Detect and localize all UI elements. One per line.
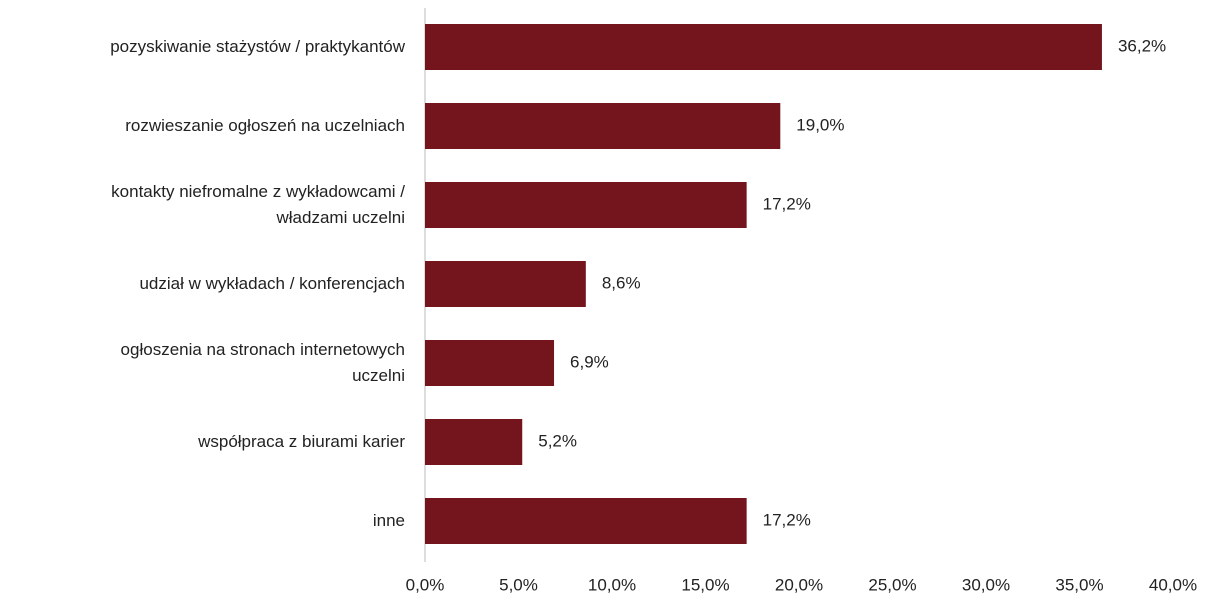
category-label: pozyskiwanie stażystów / praktykantów	[110, 37, 405, 56]
value-label: 8,6%	[602, 273, 641, 292]
x-tick-label: 10,0%	[588, 575, 636, 594]
category-label: udział w wykładach / konferencjach	[139, 274, 405, 293]
category-label: współpraca z biurami karier	[198, 432, 405, 451]
value-label: 17,2%	[763, 194, 811, 213]
bar	[425, 419, 523, 465]
x-tick-label: 25,0%	[868, 575, 916, 594]
category-label: kontakty niefromalne z wykładowcami / wł…	[111, 182, 405, 227]
value-label: 5,2%	[538, 431, 577, 450]
bar	[425, 182, 747, 228]
value-label: 17,2%	[763, 510, 811, 529]
x-tick-label: 40,0%	[1149, 575, 1197, 594]
bar	[425, 340, 555, 386]
value-label: 19,0%	[796, 115, 844, 134]
bar	[425, 261, 586, 307]
category-label: inne	[372, 511, 405, 530]
category-label: rozwieszanie ogłoszeń na uczelniach	[125, 116, 405, 135]
bar	[425, 498, 747, 544]
x-tick-label: 30,0%	[962, 575, 1010, 594]
x-tick-label: 20,0%	[775, 575, 823, 594]
x-tick-label: 15,0%	[681, 575, 729, 594]
value-label: 36,2%	[1118, 36, 1166, 55]
category-label: ogłoszenia na stronach internetowych ucz…	[120, 340, 405, 385]
x-tick-label: 35,0%	[1055, 575, 1103, 594]
bar	[425, 103, 781, 149]
bar	[425, 24, 1102, 70]
x-tick-label: 0,0%	[406, 575, 445, 594]
x-tick-label: 5,0%	[499, 575, 538, 594]
value-label: 6,9%	[570, 352, 609, 371]
